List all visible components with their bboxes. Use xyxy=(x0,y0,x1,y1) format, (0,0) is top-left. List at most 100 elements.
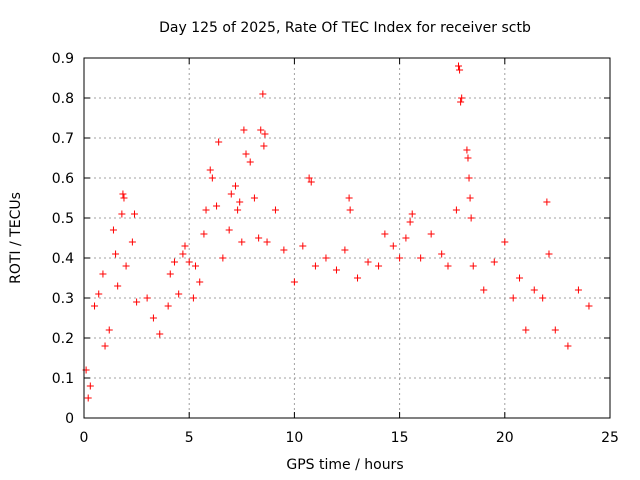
data-point xyxy=(200,230,208,238)
data-point xyxy=(166,270,174,278)
data-point xyxy=(522,326,530,334)
data-point xyxy=(396,254,404,262)
data-point xyxy=(120,194,128,202)
data-point xyxy=(452,206,460,214)
data-point xyxy=(236,198,244,206)
y-tick-label: 0.8 xyxy=(52,91,74,107)
data-point xyxy=(406,218,414,226)
data-point xyxy=(215,138,223,146)
data-point xyxy=(231,182,239,190)
data-point xyxy=(122,262,130,270)
y-axis-title: ROTI / TECUs xyxy=(8,192,24,284)
data-point xyxy=(109,226,117,234)
data-point xyxy=(246,158,254,166)
data-point xyxy=(545,250,553,258)
data-point xyxy=(156,330,164,338)
data-point xyxy=(438,250,446,258)
data-point xyxy=(465,174,473,182)
data-point xyxy=(551,326,559,334)
data-point xyxy=(444,262,452,270)
data-point xyxy=(574,286,582,294)
data-point xyxy=(128,238,136,246)
data-point xyxy=(467,214,475,222)
data-point xyxy=(202,206,210,214)
data-point xyxy=(458,94,466,102)
data-point xyxy=(101,342,109,350)
data-point xyxy=(250,194,258,202)
data-point xyxy=(149,314,157,322)
data-points xyxy=(82,62,593,402)
data-point xyxy=(354,274,362,282)
data-point xyxy=(114,282,122,290)
data-point xyxy=(257,126,265,134)
y-tick-label: 0.9 xyxy=(52,51,74,67)
x-tick-label: 25 xyxy=(601,430,619,446)
y-tick-label: 0.6 xyxy=(52,171,74,187)
data-point xyxy=(219,254,227,262)
data-point xyxy=(105,326,113,334)
data-point xyxy=(164,302,172,310)
y-tick-label: 0.5 xyxy=(52,211,74,227)
x-tick-label: 10 xyxy=(285,430,303,446)
data-point xyxy=(99,270,107,278)
data-point xyxy=(280,246,288,254)
data-point xyxy=(133,298,141,306)
data-point xyxy=(118,210,126,218)
data-point xyxy=(213,202,221,210)
data-point xyxy=(238,238,246,246)
data-point xyxy=(516,274,524,282)
data-point xyxy=(290,278,298,286)
data-point xyxy=(469,262,477,270)
y-tick-label: 0.4 xyxy=(52,251,74,267)
data-point xyxy=(463,146,471,154)
data-point xyxy=(417,254,425,262)
chart-title: Day 125 of 2025, Rate Of TEC Index for r… xyxy=(159,20,531,36)
data-point xyxy=(480,286,488,294)
data-point xyxy=(305,174,313,182)
data-point xyxy=(539,294,547,302)
y-tick-label: 0.1 xyxy=(52,371,74,387)
data-point xyxy=(91,302,99,310)
data-point xyxy=(242,150,250,158)
data-point xyxy=(225,226,233,234)
data-point xyxy=(181,242,189,250)
data-point xyxy=(240,126,248,134)
data-point xyxy=(189,294,197,302)
data-point xyxy=(402,234,410,242)
data-point xyxy=(455,62,463,70)
data-point xyxy=(261,130,269,138)
data-point xyxy=(585,302,593,310)
data-point xyxy=(170,258,178,266)
data-point xyxy=(427,230,435,238)
data-point xyxy=(456,66,464,74)
data-point xyxy=(260,142,268,150)
x-tick-label: 15 xyxy=(391,430,409,446)
y-tick-label: 0.7 xyxy=(52,131,74,147)
data-point xyxy=(341,246,349,254)
data-point xyxy=(564,342,572,350)
data-point xyxy=(119,190,127,198)
y-tick-label: 0.3 xyxy=(52,291,74,307)
data-point xyxy=(509,294,517,302)
data-point xyxy=(307,178,315,186)
data-point xyxy=(263,238,271,246)
data-point xyxy=(408,210,416,218)
axis-ticks: 0 0.1 0.2 0.3 0.4 0.5 0.6 0.7 0.8 0.9 0 5 10 15 20 25 xyxy=(52,51,619,446)
data-point xyxy=(86,382,94,390)
data-point xyxy=(234,206,242,214)
data-point xyxy=(95,290,103,298)
data-point xyxy=(381,230,389,238)
data-point xyxy=(130,210,138,218)
y-tick-label: 0.2 xyxy=(52,331,74,347)
data-point xyxy=(84,394,92,402)
data-point xyxy=(259,90,267,98)
data-point xyxy=(255,234,263,242)
data-point xyxy=(364,258,372,266)
data-point xyxy=(464,154,472,162)
data-point xyxy=(490,258,498,266)
data-point xyxy=(227,190,235,198)
data-point xyxy=(543,198,551,206)
data-point xyxy=(346,206,354,214)
data-point xyxy=(345,194,353,202)
